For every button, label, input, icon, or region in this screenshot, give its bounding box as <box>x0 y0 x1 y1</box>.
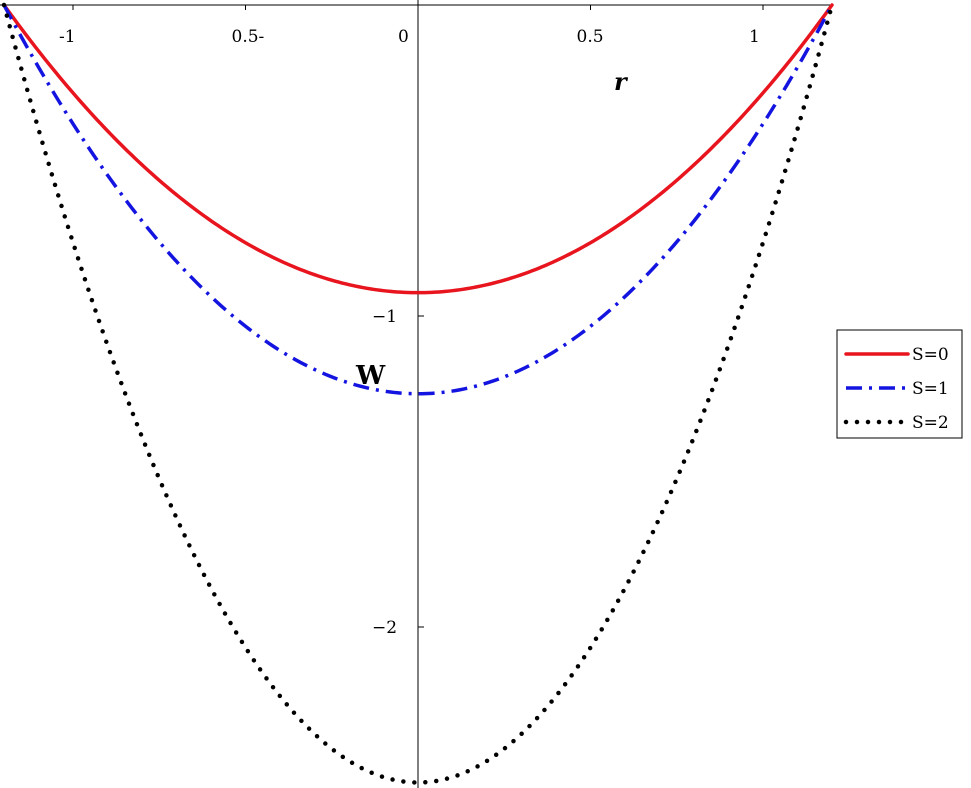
legend: S=0 S=1 S=2 <box>836 329 963 439</box>
x-tick-label: 0.5- <box>232 27 265 47</box>
x-tick-label: 0 <box>398 27 409 47</box>
x-tick-label: -1 <box>59 27 76 47</box>
series-line-s-1 <box>2 4 834 396</box>
y-tick-label: −1 <box>372 307 397 327</box>
x-tick-label: 1 <box>749 27 760 47</box>
series-layer <box>1 2 835 785</box>
legend-label: S=0 <box>912 345 949 365</box>
series-line-s-0 <box>2 3 834 295</box>
x-axis-label: r <box>614 67 629 96</box>
x-tick-label: 0.5 <box>577 27 604 47</box>
y-tick-label: −2 <box>372 618 397 638</box>
axes <box>0 0 830 788</box>
legend-label: S=1 <box>912 379 949 399</box>
y-axis-label: W <box>355 361 386 391</box>
ticks: -1 0.5- 0 0.5 1 −1 −2 <box>59 5 764 638</box>
legend-label: S=2 <box>912 413 949 433</box>
